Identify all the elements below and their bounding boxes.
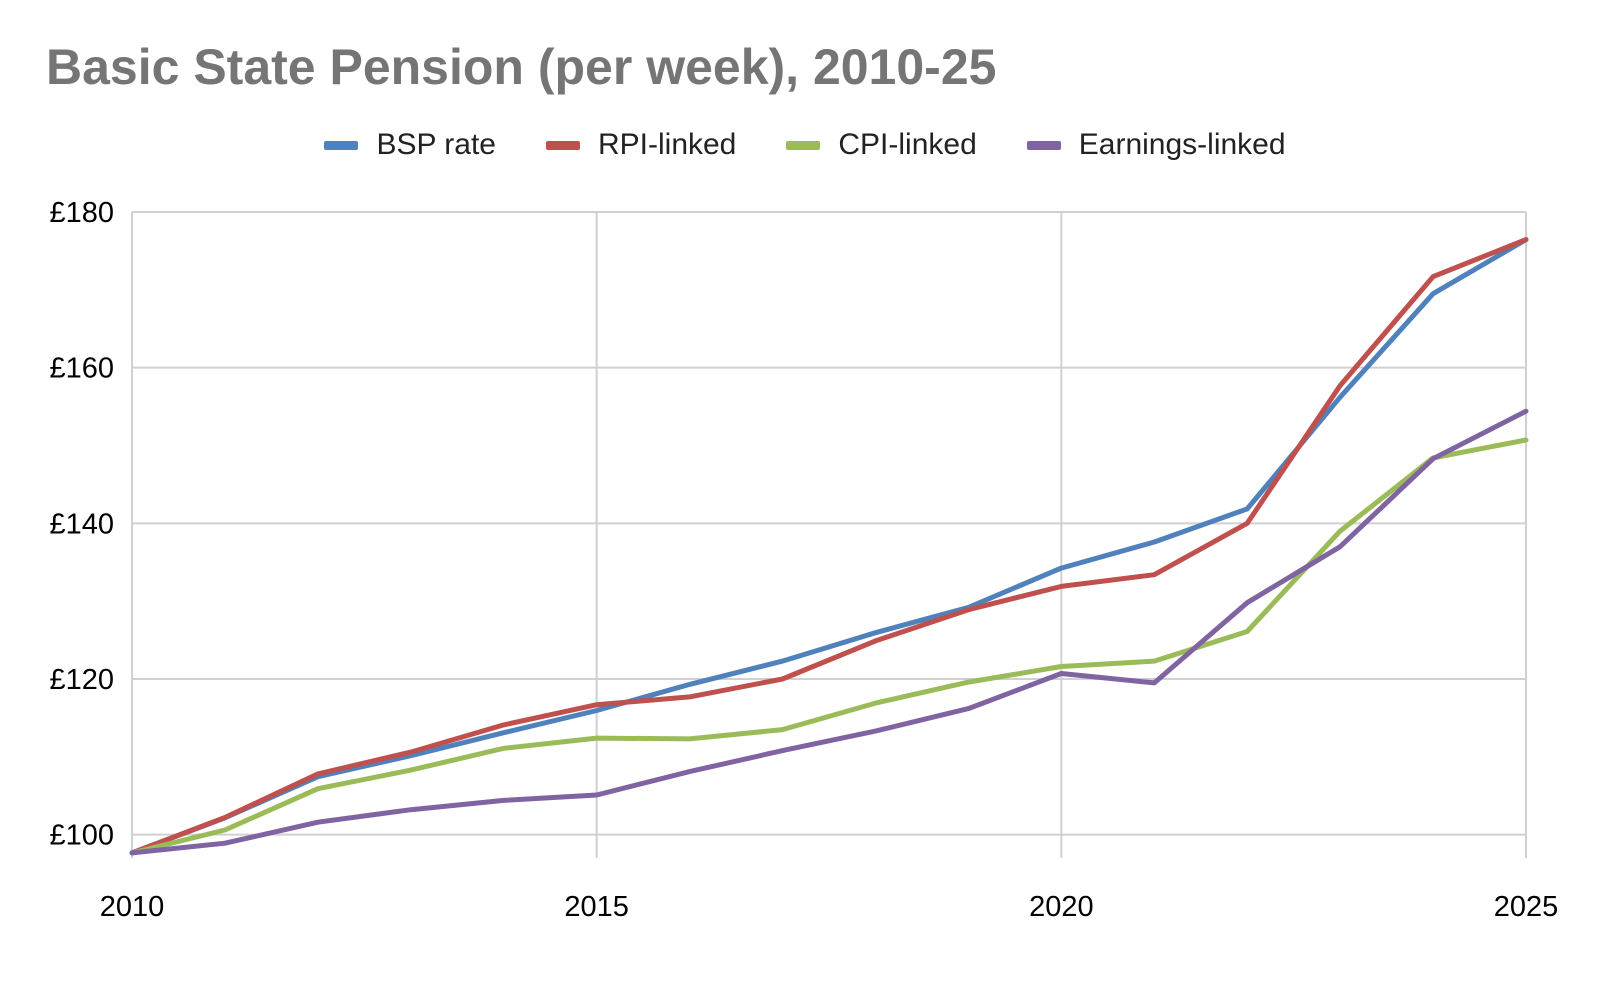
legend-label-cpi: CPI-linked xyxy=(838,128,977,161)
x-tick-label: 2015 xyxy=(564,891,629,923)
series-line-cpi xyxy=(129,437,1529,856)
chart-title: Basic State Pension (per week), 2010-25 xyxy=(46,39,997,95)
legend-label-earnings: Earnings-linked xyxy=(1078,128,1286,161)
x-tick-label: 2020 xyxy=(1029,891,1094,923)
series-lines xyxy=(129,237,1529,856)
x-tick-label: 2010 xyxy=(100,891,165,923)
legend-swatch-bsp xyxy=(324,140,359,150)
series-line-earnings xyxy=(129,408,1529,856)
y-tick-label: £100 xyxy=(49,820,114,852)
legend-label-bsp: BSP rate xyxy=(376,128,496,161)
series-line-bsp xyxy=(129,237,1529,856)
legend-item-cpi[interactable]: CPI-linked xyxy=(776,128,977,162)
legend-swatch-earnings xyxy=(1026,140,1061,150)
x-tick-label: 2025 xyxy=(1494,891,1559,923)
legend-item-bsp[interactable]: BSP rate xyxy=(314,128,496,162)
y-tick-label: £160 xyxy=(49,353,114,385)
y-tick-label: £120 xyxy=(49,664,114,696)
legend-label-rpi: RPI-linked xyxy=(597,128,737,161)
chart-legend: BSP rate RPI-linked CPI-linked Earnings-… xyxy=(0,128,1600,162)
y-tick-label: £180 xyxy=(49,197,114,229)
legend-swatch-rpi xyxy=(545,140,580,150)
legend-swatch-cpi xyxy=(786,140,821,150)
grid-lines xyxy=(131,211,1527,858)
legend-item-earnings[interactable]: Earnings-linked xyxy=(1017,128,1286,162)
series-line-rpi xyxy=(129,237,1529,856)
axis-tick-labels: £100 £120 £140 £160 £180 2010 2015 2020 2025 xyxy=(49,197,1558,923)
legend-item-rpi[interactable]: RPI-linked xyxy=(536,128,736,162)
y-tick-label: £140 xyxy=(49,508,114,540)
